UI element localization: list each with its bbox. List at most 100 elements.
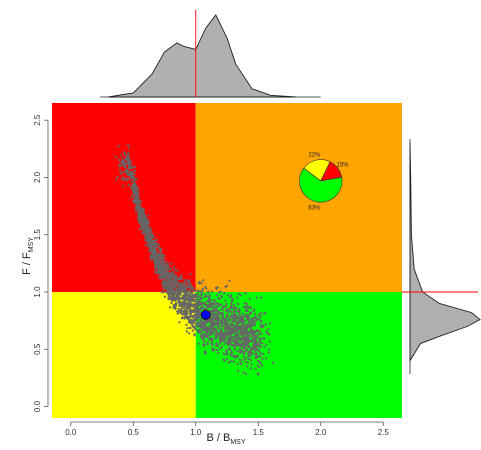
cloud-point [258,317,261,320]
cloud-point [152,239,155,242]
cloud-point [209,324,212,327]
cloud-point [211,344,214,347]
cloud-point [162,256,165,260]
cloud-point [181,295,184,298]
cloud-point [259,322,262,325]
cloud-point [177,287,180,290]
cloud-point [204,293,207,296]
cloud-point [214,323,217,326]
cloud-point [223,292,226,295]
cloud-point [218,342,221,345]
cloud-point [209,304,212,307]
cloud-point [212,322,215,325]
cloud-point [224,285,227,288]
cloud-point [253,316,256,319]
cloud-point [130,186,133,189]
cloud-point [131,189,134,192]
cloud-point [197,303,200,306]
cloud-point [191,329,194,332]
cloud-point [190,300,193,303]
cloud-point [187,279,191,282]
cloud-point [138,208,141,211]
cloud-point [160,275,163,278]
cloud-point [211,349,215,352]
cloud-point [179,300,182,303]
cloud-point [201,323,204,326]
cloud-point [215,337,218,340]
cloud-point [272,361,275,364]
x-tick-label: 0.0 [65,428,77,437]
cloud-point [169,274,172,277]
cloud-point [211,302,214,305]
cloud-point [257,314,260,317]
cloud-point [188,283,191,286]
cloud-point [144,219,147,222]
cloud-point [183,303,186,306]
cloud-point [155,245,158,248]
cloud-point [225,357,228,360]
cloud-point [178,311,181,314]
cloud-point [158,271,161,274]
status-pie: 63% 22% 15% [299,152,349,211]
cloud-point [208,339,211,342]
cloud-point [204,322,207,325]
cloud-point [233,347,236,350]
cloud-point [243,347,246,350]
cloud-point [257,355,260,358]
cloud-point [246,309,249,312]
cloud-point [240,363,243,366]
cloud-point [222,358,225,361]
cloud-point [170,295,173,298]
cloud-point [165,267,168,270]
cloud-point [159,251,162,254]
cloud-point [225,350,228,353]
cloud-point [185,323,188,326]
cloud-point [128,167,131,170]
cloud-point [179,277,182,280]
cloud-point [197,290,200,293]
cloud-point [224,302,228,305]
cloud-point [240,318,243,321]
cloud-point [216,294,219,297]
cloud-point [203,350,207,353]
cloud-point [118,158,121,161]
cloud-point [192,310,195,313]
cloud-point [150,236,153,239]
cloud-point [172,295,175,298]
cloud-point [128,171,131,174]
cloud-point [184,301,187,304]
cloud-point [139,200,142,203]
cloud-point [233,357,237,360]
cloud-point [219,333,222,336]
cloud-point [145,235,148,238]
cloud-point [180,274,183,277]
cloud-point [230,311,233,314]
cloud-point [256,360,260,363]
cloud-point [180,290,183,293]
cloud-point [225,318,228,322]
cloud-point [127,177,130,181]
cloud-point [217,297,220,300]
cloud-point [172,306,175,309]
cloud-point [145,243,148,246]
cloud-point [255,341,258,344]
cloud-point [200,329,204,332]
cloud-point [153,248,157,251]
cloud-point [260,332,263,335]
cloud-point [253,342,256,345]
cloud-point [177,295,180,298]
cloud-point [232,329,236,332]
cloud-point [124,166,127,169]
cloud-point [246,340,249,343]
cloud-point [219,347,222,350]
cloud-point [211,313,214,317]
cloud-point [132,200,135,203]
cloud-point [235,315,238,318]
cloud-point [225,324,228,327]
cloud-point [191,322,194,325]
cloud-point [254,339,257,342]
cloud-point [196,313,199,316]
cloud-point [241,326,244,329]
cloud-point [189,273,192,276]
cloud-point [197,298,201,302]
